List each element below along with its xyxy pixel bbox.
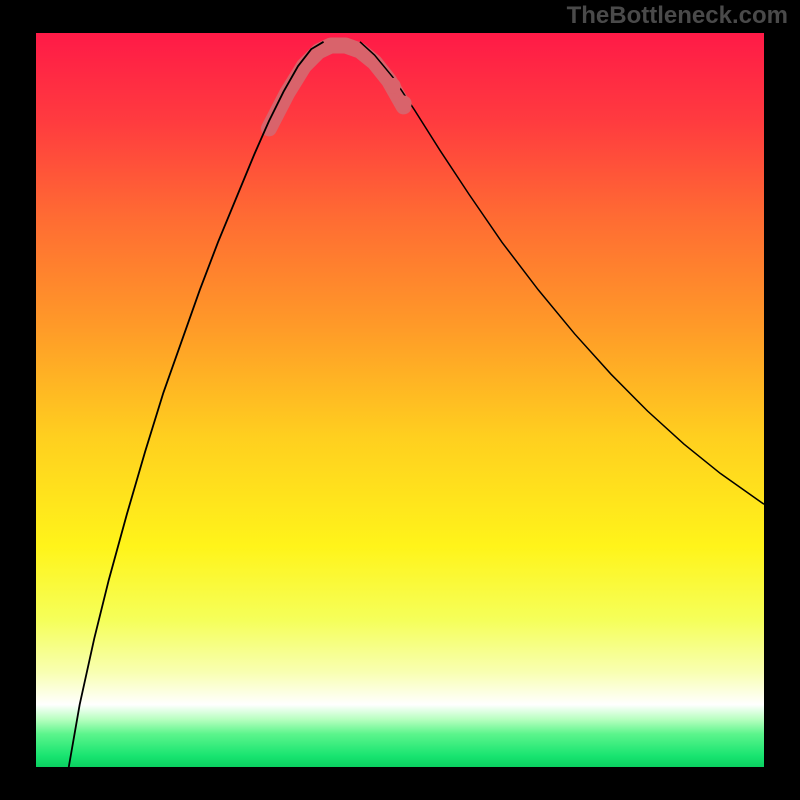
chart-svg-layer xyxy=(36,33,764,767)
canvas: TheBottleneck.com xyxy=(0,0,800,800)
left-curve xyxy=(69,42,324,767)
chart-area xyxy=(36,33,764,767)
right-curve xyxy=(360,42,764,504)
highlight-band xyxy=(269,45,404,128)
highlight-dot xyxy=(385,78,401,94)
highlight-dot xyxy=(396,95,412,111)
watermark-text: TheBottleneck.com xyxy=(567,2,788,30)
